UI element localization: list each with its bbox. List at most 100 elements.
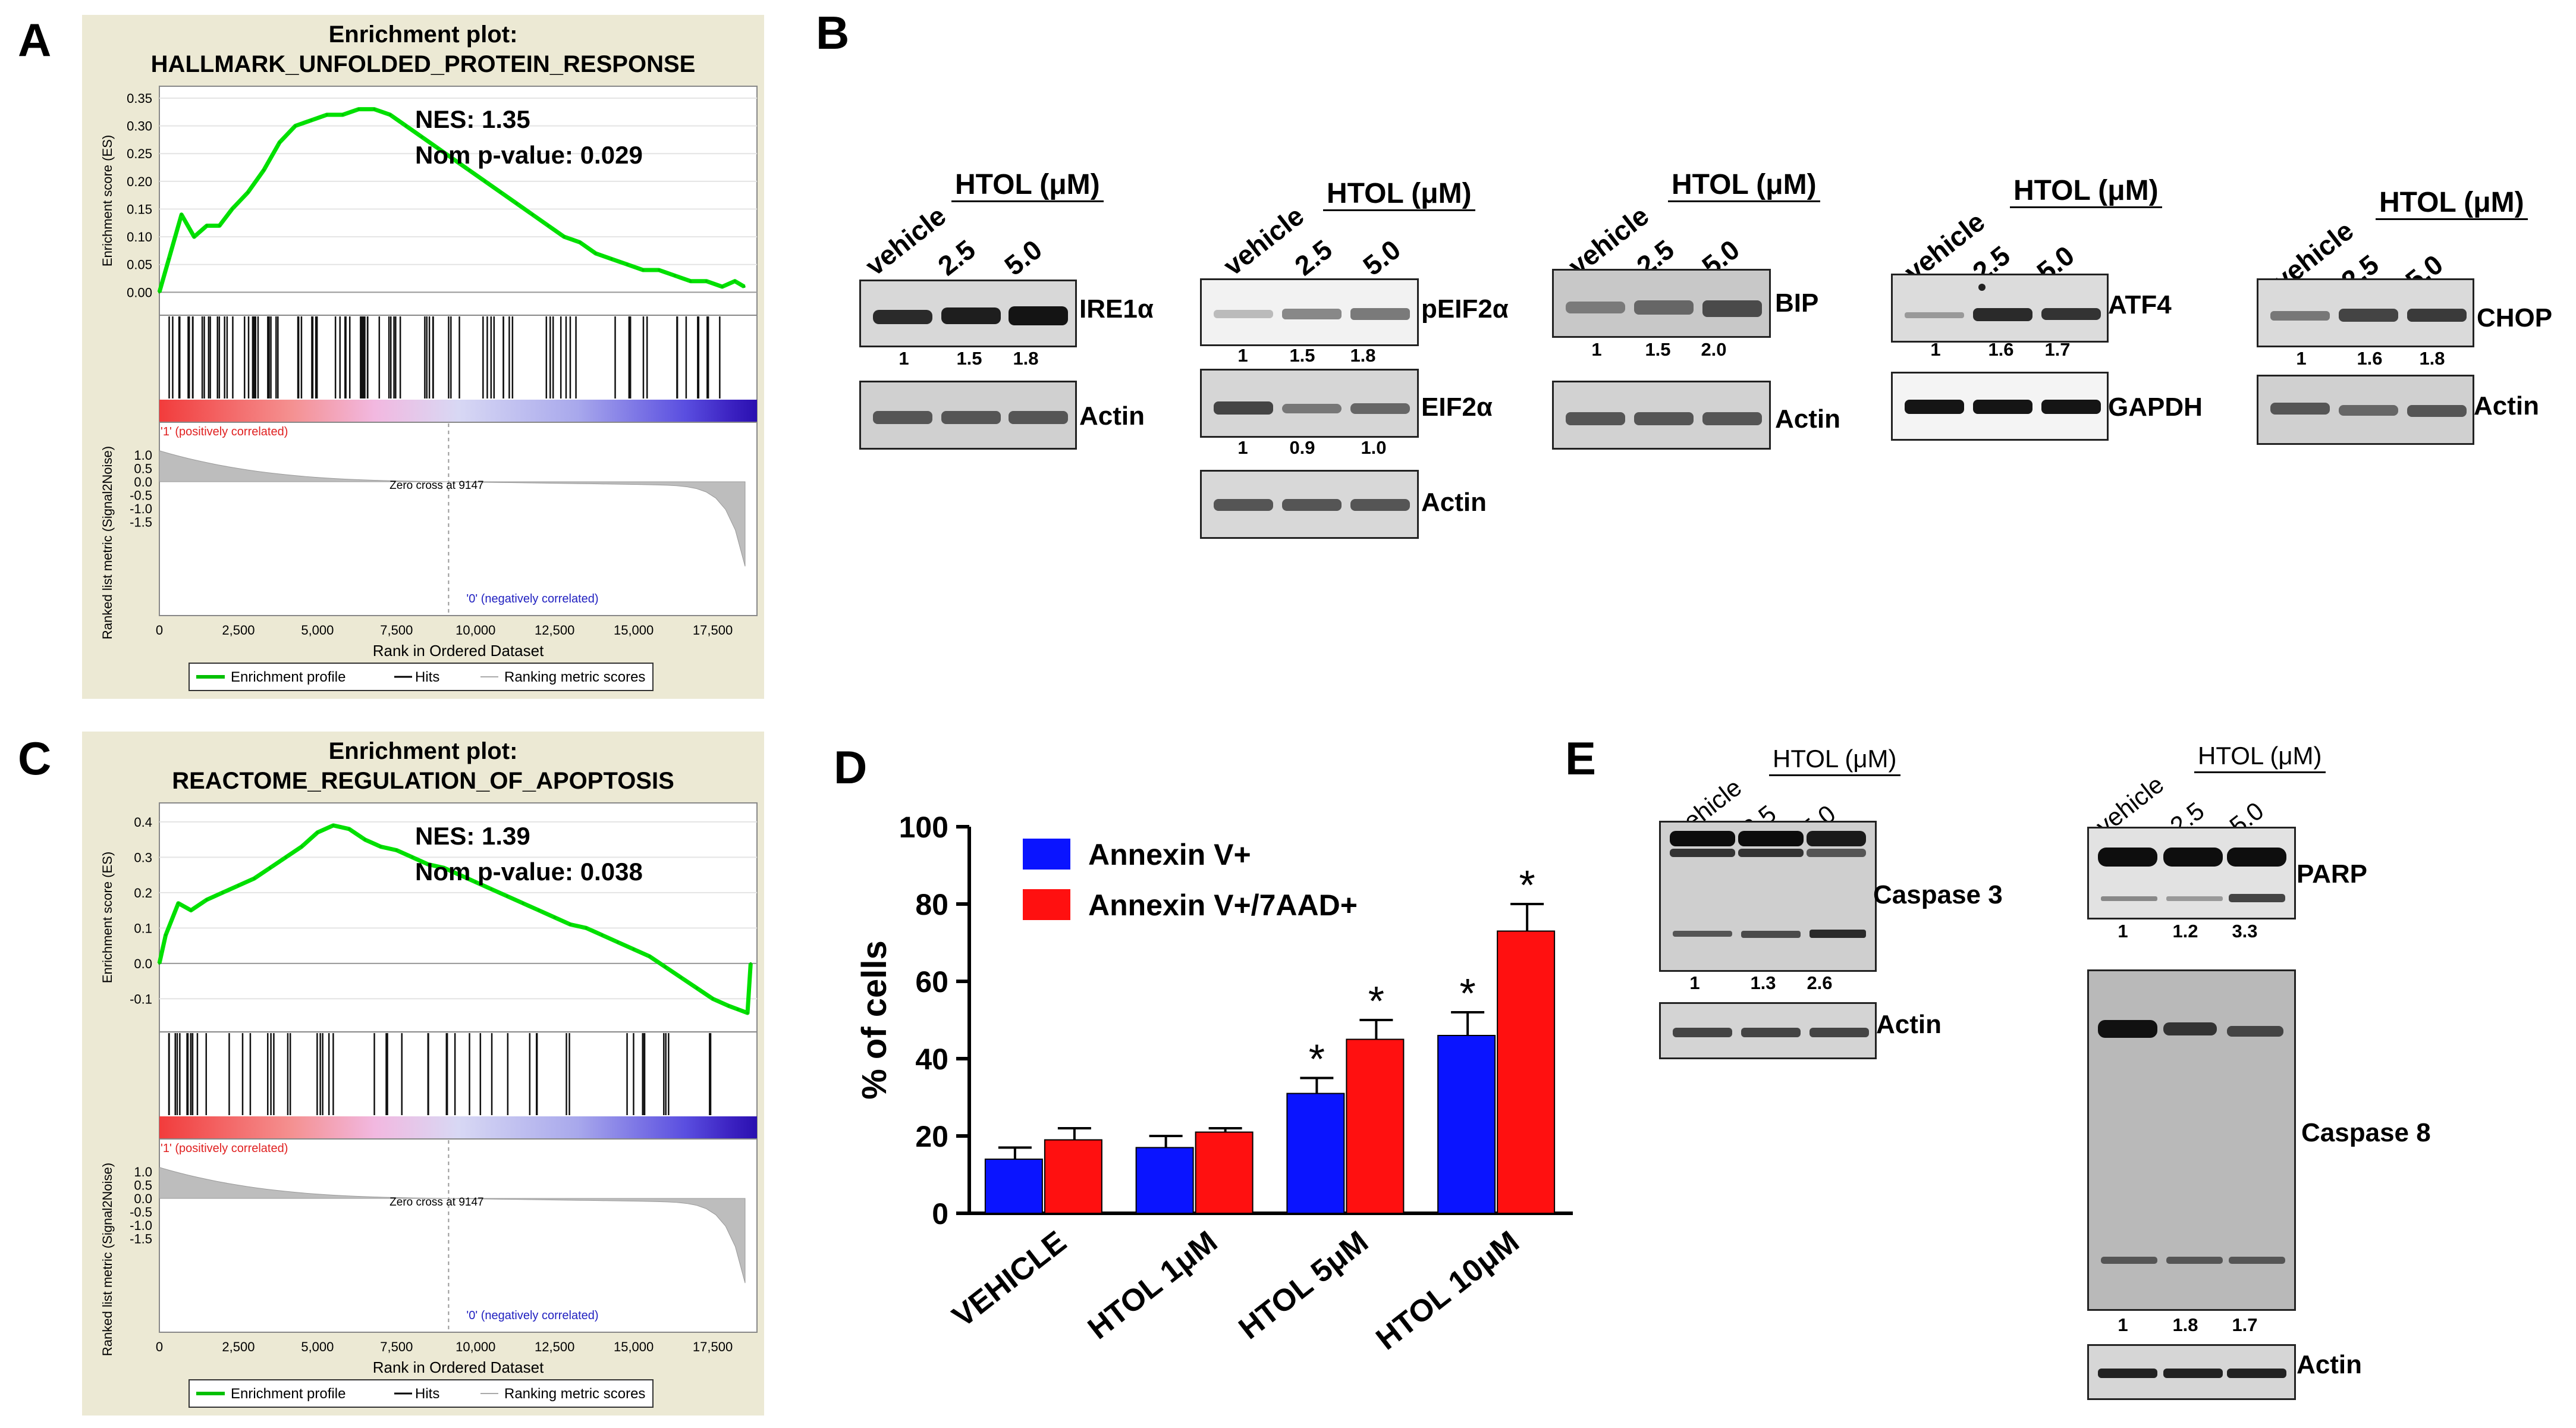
quant-peif2a-2: 1.5	[1289, 345, 1315, 366]
significance-star: *	[1460, 970, 1476, 1016]
es-point	[490, 887, 493, 890]
rank-tick-label: -1.5	[130, 1232, 152, 1247]
blot-atf4	[1891, 274, 2109, 343]
rank-tick-label: -1.0	[130, 501, 152, 516]
es-tick-label: 0.2	[134, 886, 152, 900]
quant-bip-2: 1.5	[1645, 339, 1671, 360]
htol-header-g1: HTOL (μM)	[951, 170, 1104, 202]
label-actin-e-left: Actin	[1876, 1010, 1942, 1039]
htol-header-g5: HTOL (μM)	[2376, 187, 2528, 220]
es-point	[231, 208, 234, 211]
es-tick-label: 0.30	[127, 119, 152, 134]
quant-parp-3: 3.3	[2232, 921, 2258, 941]
y-tick-label: 20	[915, 1120, 948, 1153]
zero-cross-label: Zero cross at 9147	[389, 479, 483, 492]
blot-actin-g2	[1200, 470, 1419, 539]
x-tick-label: 2,500	[222, 1339, 255, 1354]
gsea-a-title-line1: Enrichment plot:	[328, 21, 518, 48]
es-point	[458, 874, 461, 877]
quant-bip-3: 2.0	[1701, 339, 1727, 360]
es-tick-label: -0.1	[130, 991, 152, 1006]
quant-caspase3-1: 1	[1689, 972, 1700, 993]
label-actin-g2: Actin	[1421, 488, 1487, 517]
annexin-bar-chart: 0 20 40 60 80 100 % of cells VEHICLE HTOL 1μM * * H…	[855, 811, 1573, 1357]
x-tick-label: 5,000	[301, 623, 334, 638]
rank-plot-area	[159, 422, 758, 616]
es-point	[743, 285, 746, 288]
es-point	[205, 224, 208, 227]
gsea-c-title-line2: REACTOME_REGULATION_OF_APOPTOSIS	[172, 768, 674, 794]
x-tick-label: 5,000	[301, 1339, 334, 1354]
es-point	[569, 923, 572, 926]
es-point	[500, 191, 502, 194]
es-tick-label: 0.05	[127, 258, 152, 272]
quant-ire1a-1: 1	[899, 348, 909, 369]
es-point	[284, 856, 287, 859]
es-point	[737, 1008, 740, 1011]
es-point	[585, 927, 588, 930]
es-tick-label: 0.25	[127, 146, 152, 161]
gsea-panel-a: Enrichment plot: HALLMARK_UNFOLDED_PROTE…	[82, 15, 764, 699]
es-point	[711, 997, 714, 1000]
es-plot-area	[159, 86, 758, 316]
category-label: HTOL 10μM	[1370, 1225, 1526, 1357]
htol-header-g3: HTOL (μM)	[1668, 170, 1820, 202]
es-point	[505, 895, 508, 897]
y-tick-label: 60	[915, 965, 948, 999]
x-tick-label: 15,000	[614, 1339, 654, 1354]
legend-label-annexin: Annexin V+	[1088, 838, 1251, 871]
quant-atf4-3: 1.7	[2044, 339, 2071, 360]
bar-annexin	[984, 1159, 1043, 1214]
label-gapdh: GAPDH	[2108, 393, 2203, 422]
rank-y-axis-label: Ranked list metric (Signal2Noise)	[100, 446, 115, 639]
es-point	[395, 849, 398, 852]
quant-eif2a-1: 1	[1237, 437, 1248, 458]
panel-letter-a: A	[18, 14, 52, 66]
quant-bip-1: 1	[1591, 339, 1602, 360]
y-tick-label: 40	[915, 1043, 948, 1076]
es-y-axis-label: Enrichment score (ES)	[100, 852, 115, 983]
es-point	[452, 158, 455, 161]
pvalue-label: Nom p-value: 0.038	[415, 858, 643, 886]
bar-annexin	[1135, 1147, 1194, 1214]
es-point	[689, 280, 692, 283]
panel-letter-d: D	[834, 741, 868, 793]
gsea-a-title-line2: HALLMARK_UNFOLDED_PROTEIN_RESPONSE	[150, 51, 696, 77]
es-point	[426, 863, 429, 866]
es-tick-label: 0.0	[134, 956, 152, 971]
legend-hits-label: Hits	[415, 1386, 439, 1402]
category-label: HTOL 5μM	[1233, 1225, 1375, 1347]
es-point	[746, 1012, 749, 1015]
x-axis-label: Rank in Ordered Dataset	[373, 1358, 544, 1376]
es-point	[695, 987, 698, 990]
es-point	[632, 948, 635, 951]
htol-header-e-left: HTOL (μM)	[1769, 743, 1900, 776]
rank-gradient-bar	[159, 1116, 757, 1139]
es-point	[522, 902, 524, 905]
es-point	[727, 1005, 730, 1008]
neg-corr-label: '0' (negatively correlated)	[466, 592, 598, 605]
y-axis-label: % of cells	[855, 940, 894, 1100]
quant-chop-3: 1.8	[2419, 348, 2445, 369]
label-peif2a: pEIF2α	[1421, 294, 1509, 324]
es-point	[658, 269, 661, 272]
blot-actin-g1	[859, 381, 1077, 450]
nes-label: NES: 1.35	[415, 105, 530, 133]
quant-caspase8-1: 1	[2118, 1314, 2128, 1335]
es-point	[680, 976, 683, 979]
htol-header-e-right: HTOL (μM)	[2194, 740, 2326, 773]
label-actin-e-right: Actin	[2297, 1350, 2362, 1379]
blot-caspase3	[1659, 821, 1877, 972]
es-point	[246, 191, 249, 194]
label-chop: CHOP	[2477, 303, 2553, 332]
es-point	[158, 291, 161, 294]
es-point	[705, 280, 708, 283]
es-point	[389, 113, 392, 116]
significance-star: *	[1309, 1036, 1325, 1082]
legend-swatch-annexin	[1023, 839, 1070, 870]
rank-tick-label: -1.5	[130, 515, 152, 530]
rank-tick-label: 0.5	[134, 462, 152, 476]
quant-peif2a-1: 1	[1237, 345, 1248, 366]
bar-annexin	[1437, 1035, 1496, 1214]
blot-actin-e-left	[1659, 1002, 1877, 1059]
